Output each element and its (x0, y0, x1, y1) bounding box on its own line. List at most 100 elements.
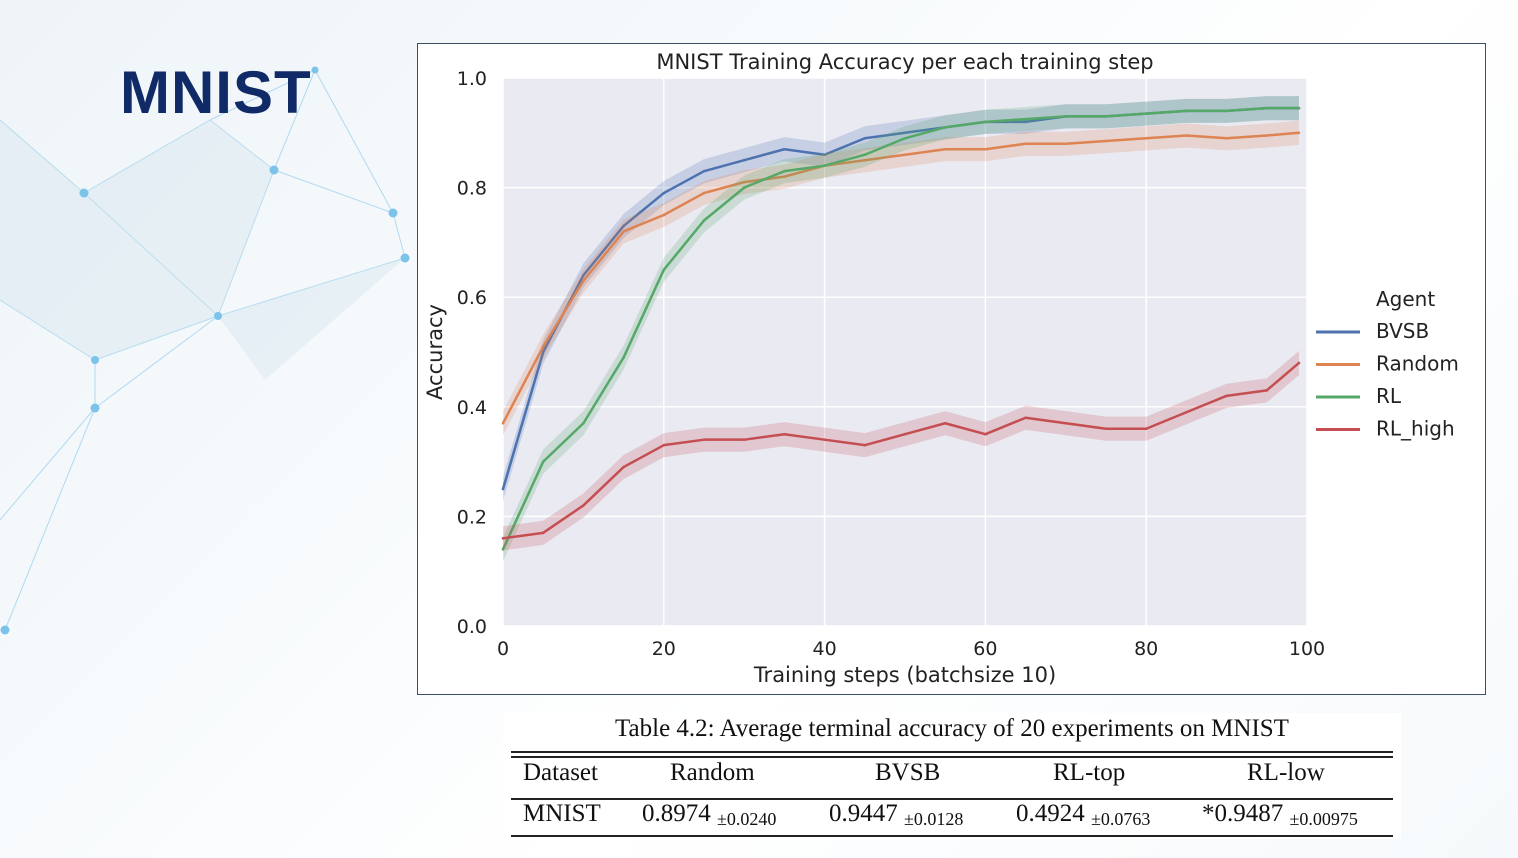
results-table: Table 4.2: Average terminal accuracy of … (503, 713, 1401, 839)
table-cell-random-pm: ±0.0240 (717, 809, 777, 829)
data-point-rl-2 (582, 421, 585, 425)
legend-label-1: Random (1376, 352, 1459, 376)
data-point-bvsb-5 (702, 169, 706, 173)
data-point-random-6 (742, 180, 746, 184)
table-cell-rl-low-pm: ±0.00975 (1289, 809, 1358, 829)
data-point-rl-17 (1185, 109, 1188, 113)
data-point-random-4 (662, 213, 666, 217)
data-point-random-15 (1104, 139, 1108, 143)
series-band-rl (503, 96, 1299, 562)
data-point-rl-high-10 (903, 432, 907, 436)
data-point-bvsb-9 (863, 136, 867, 140)
data-point-rl-9 (863, 153, 867, 157)
data-point-rl-14 (1064, 115, 1068, 118)
data-point-random-12 (984, 147, 987, 151)
data-point-random-9 (863, 158, 867, 162)
data-point-rl-high-3 (622, 465, 625, 469)
data-point-rl-12 (984, 120, 987, 124)
data-point-rl-16 (1144, 112, 1148, 115)
data-point-bvsb-7 (783, 147, 786, 151)
legend-label-2: RL (1376, 384, 1402, 408)
table-top-rule (511, 751, 1393, 753)
y-tick-label-3: 0.6 (457, 287, 487, 309)
data-point-rl-high-9 (863, 443, 867, 447)
data-point-rl-high-2 (582, 504, 585, 507)
table-cell-rl-top-pm: ±0.0763 (1091, 809, 1151, 829)
legend-title: Agent (1376, 287, 1435, 311)
data-point-random-5 (702, 191, 706, 195)
data-point-rl-high-11 (943, 421, 947, 425)
table-cell-dataset: MNIST (523, 800, 601, 827)
data-point-bvsb-3 (622, 224, 625, 228)
data-point-random-11 (943, 147, 947, 151)
data-point-random-14 (1064, 142, 1068, 146)
data-point-bvsb-1 (541, 350, 545, 354)
data-point-rl-6 (742, 186, 746, 189)
data-point-rl-8 (823, 164, 826, 167)
y-tick-label-2: 0.4 (457, 397, 487, 419)
table-mid-rule (511, 798, 1393, 800)
data-point-rl-19 (1265, 106, 1269, 110)
table-caption: Table 4.2: Average terminal accuracy of … (615, 715, 1289, 742)
data-point-rl-4 (662, 268, 666, 272)
x-tick-label-0: 0 (497, 638, 509, 660)
data-point-rl-18 (1225, 109, 1228, 113)
data-point-bvsb-0 (501, 487, 505, 491)
data-point-rl-high-14 (1064, 421, 1068, 425)
data-point-rl-high-6 (742, 438, 746, 441)
data-point-random-19 (1265, 134, 1269, 137)
data-point-random-20 (1297, 131, 1301, 135)
data-point-rl-1 (541, 460, 545, 463)
data-point-bvsb-10 (903, 131, 907, 135)
data-point-rl-high-0 (501, 537, 505, 540)
legend-label-3: RL_high (1376, 417, 1455, 441)
x-tick-label-4: 80 (1134, 638, 1158, 660)
x-axis-label: Training steps (batchsize 10) (753, 663, 1056, 687)
line-chart: 0 20 40 60 80 100 0.0 0.2 0.4 0.6 0.8 1.0 MNIST Trai… (423, 50, 1459, 687)
data-point-random-0 (501, 421, 505, 425)
data-point-rl-high-4 (662, 443, 666, 447)
x-tick-label-3: 60 (973, 638, 997, 660)
y-tick-label-0: 0.0 (457, 616, 487, 638)
table-cell-rl-top: 0.4924 ±0.0763 (1016, 800, 1150, 830)
y-tick-label-1: 0.2 (457, 506, 487, 528)
y-tick-label-4: 0.8 (457, 178, 487, 200)
slide-title: MNIST (120, 59, 312, 126)
chart-panel: 0 20 40 60 80 100 0.0 0.2 0.4 0.6 0.8 1.0 MNIST Trai… (417, 43, 1486, 695)
data-point-random-1 (541, 345, 545, 348)
data-point-random-16 (1144, 136, 1148, 140)
table-cell-rl-low-value: *0.9487 (1202, 800, 1284, 827)
data-point-rl-high-13 (1024, 416, 1027, 420)
data-point-random-13 (1024, 142, 1027, 146)
table-cell-rl-top-value: 0.4924 (1016, 800, 1085, 827)
table-cell-random: 0.8974 ±0.0240 (642, 800, 776, 830)
legend-label-0: BVSB (1376, 319, 1429, 343)
table-header-rl-low: RL-low (1247, 759, 1325, 786)
data-point-rl-20 (1297, 106, 1301, 110)
data-point-rl-high-20 (1297, 361, 1301, 365)
data-point-bvsb-4 (662, 191, 666, 195)
table-cell-bvsb-pm: ±0.0128 (904, 809, 964, 829)
y-tick-label-5: 1.0 (457, 68, 487, 90)
data-point-random-7 (783, 175, 786, 178)
data-point-rl-high-5 (702, 438, 706, 441)
data-point-rl-high-12 (984, 432, 987, 436)
table-header-bvsb: BVSB (875, 759, 941, 786)
data-point-bvsb-13 (1024, 120, 1027, 124)
data-point-random-3 (622, 230, 625, 233)
data-point-rl-high-1 (541, 531, 545, 535)
data-point-random-2 (582, 279, 585, 283)
data-point-rl-11 (943, 126, 947, 129)
series-band-rl-high (503, 350, 1299, 551)
data-point-random-17 (1185, 134, 1188, 137)
data-point-rl-high-16 (1144, 427, 1148, 431)
y-axis-label: Accuracy (423, 304, 447, 400)
data-point-random-10 (903, 153, 907, 157)
table-header-random: Random (670, 759, 755, 786)
x-tick-label-2: 40 (813, 638, 837, 660)
table-cell-bvsb-value: 0.9447 (829, 800, 898, 827)
data-point-rl-high-8 (823, 438, 826, 441)
data-point-rl-high-15 (1104, 427, 1108, 431)
data-point-rl-high-17 (1185, 410, 1188, 414)
